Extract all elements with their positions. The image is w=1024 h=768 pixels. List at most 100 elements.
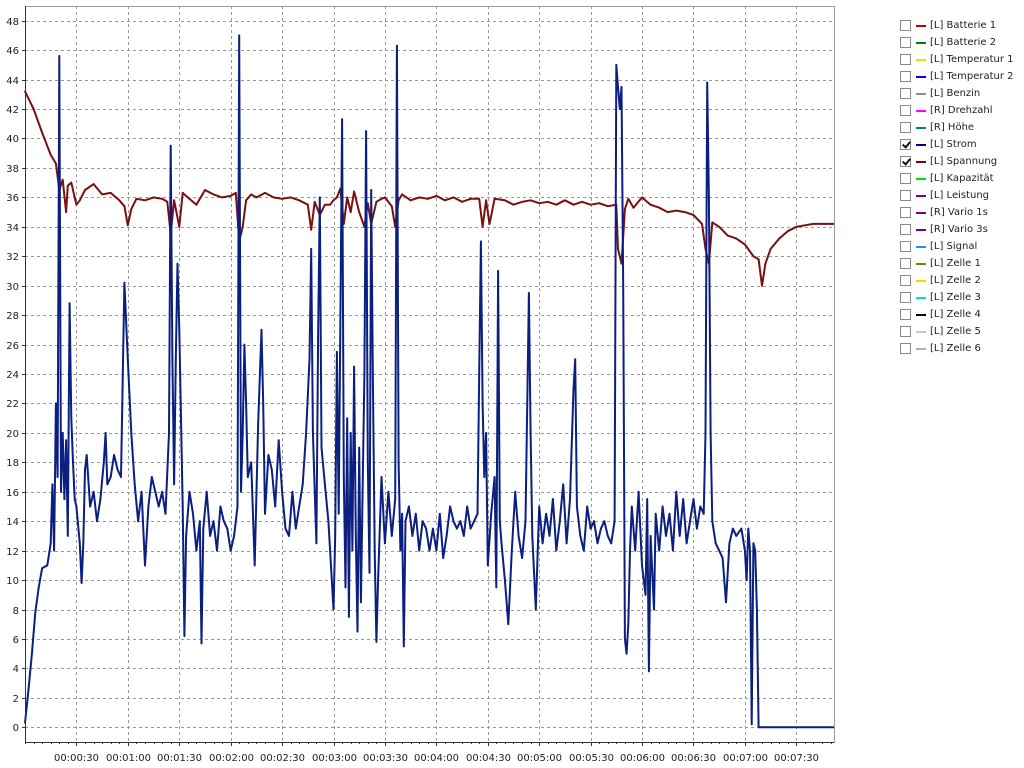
legend-checkbox[interactable] [900,156,911,167]
legend-checkbox[interactable] [900,309,911,320]
legend-color-swatch [916,92,926,95]
data-point [529,432,532,434]
data-point [531,535,534,537]
legend-item[interactable]: [L] Benzin [900,85,1020,102]
data-point [404,520,407,523]
data-point [699,505,702,508]
data-point [130,208,133,211]
legend-item[interactable]: [R] Höhe [900,119,1020,136]
data-point [109,192,112,194]
data-point [264,512,266,515]
data-point [574,358,577,361]
data-point [589,203,592,206]
legend-item[interactable]: [L] Leistung [900,187,1020,204]
data-point [752,542,755,545]
data-point [600,527,602,530]
data-point [421,520,424,523]
legend-item[interactable]: [L] Batterie 2 [900,34,1020,51]
legend-item[interactable]: [L] Signal [900,238,1020,255]
legend-checkbox[interactable] [900,224,911,235]
data-point [438,512,441,515]
legend-item[interactable]: [R] Vario 1s [900,204,1020,221]
data-point [368,571,371,574]
legend-label: [L] Batterie 1 [930,20,997,31]
legend-item[interactable]: [L] Kapazität [900,170,1020,187]
legend-item[interactable]: [L] Zelle 6 [900,340,1020,357]
data-point [486,564,489,567]
data-point [466,505,469,508]
legend-item[interactable]: [L] Zelle 5 [900,323,1020,340]
legend-item[interactable]: [L] Zelle 1 [900,255,1020,272]
data-point [306,203,309,206]
data-point [485,199,487,202]
legend-checkbox[interactable] [900,122,911,133]
legend-color-swatch [916,58,926,61]
legend-item[interactable]: [L] Zelle 2 [900,272,1020,289]
data-point [250,193,253,196]
data-point [334,535,337,537]
x-tick-label: 00:01:00 [106,753,151,764]
legend-item[interactable]: [L] Zelle 3 [900,289,1020,306]
data-point [711,221,714,224]
data-point [552,498,554,500]
y-tick-label: 12 [6,547,19,558]
legend-checkbox[interactable] [900,258,911,269]
data-point [84,189,86,191]
y-tick-label: 42 [6,105,19,116]
legend-item[interactable]: [L] Zelle 4 [900,306,1020,323]
legend-label: [L] Spannung [930,156,998,167]
data-point [740,527,743,530]
legend-checkbox[interactable] [900,292,911,303]
legend-checkbox[interactable] [900,275,911,286]
data-point [624,208,626,211]
legend-checkbox[interactable] [900,139,911,150]
data-point [130,432,133,434]
legend-color-swatch [916,24,926,27]
legend-item[interactable]: [L] Batterie 1 [900,17,1020,34]
legend-checkbox[interactable] [900,343,911,354]
data-point [387,490,390,493]
legend-checkbox[interactable] [900,54,911,65]
legend-item[interactable]: [L] Spannung [900,153,1020,170]
data-point [473,520,475,523]
data-point [135,197,138,200]
legend-checkbox[interactable] [900,71,911,82]
legend-checkbox[interactable] [900,105,911,116]
legend-item[interactable]: [L] Strom [900,136,1020,153]
data-point [61,432,64,434]
data-point [668,512,671,515]
legend-checkbox[interactable] [900,37,911,48]
data-point [380,197,383,200]
legend-color-swatch [916,330,926,333]
legend-item[interactable]: [L] Temperatur 2 [900,68,1020,85]
legend-checkbox[interactable] [900,88,911,99]
data-point [637,490,640,493]
y-tick-label: 44 [6,76,19,87]
data-point [342,476,345,478]
data-point [672,549,674,552]
data-point [397,461,400,464]
y-tick-label: 8 [13,606,19,617]
legend-checkbox[interactable] [900,20,911,31]
legend-checkbox[interactable] [900,241,911,252]
legend-checkbox[interactable] [900,190,911,201]
data-point [603,520,606,523]
legend-color-swatch [916,296,926,299]
data-point [181,192,184,194]
legend-checkbox[interactable] [900,173,911,184]
legend-checkbox[interactable] [900,207,911,218]
data-point [147,505,150,508]
data-point [565,542,568,545]
series-line [24,34,834,729]
data-point [212,520,215,523]
legend-item[interactable]: [R] Drehzahl [900,102,1020,119]
data-point [546,200,549,203]
data-point [58,55,61,57]
legend-checkbox[interactable] [900,326,911,337]
legend-item[interactable]: [R] Vario 3s [900,221,1020,238]
data-point [644,593,647,596]
x-tick-label: 00:06:30 [671,753,716,764]
legend-item[interactable]: [L] Temperatur 1 [900,51,1020,68]
data-point [538,202,541,205]
data-point [65,439,67,442]
